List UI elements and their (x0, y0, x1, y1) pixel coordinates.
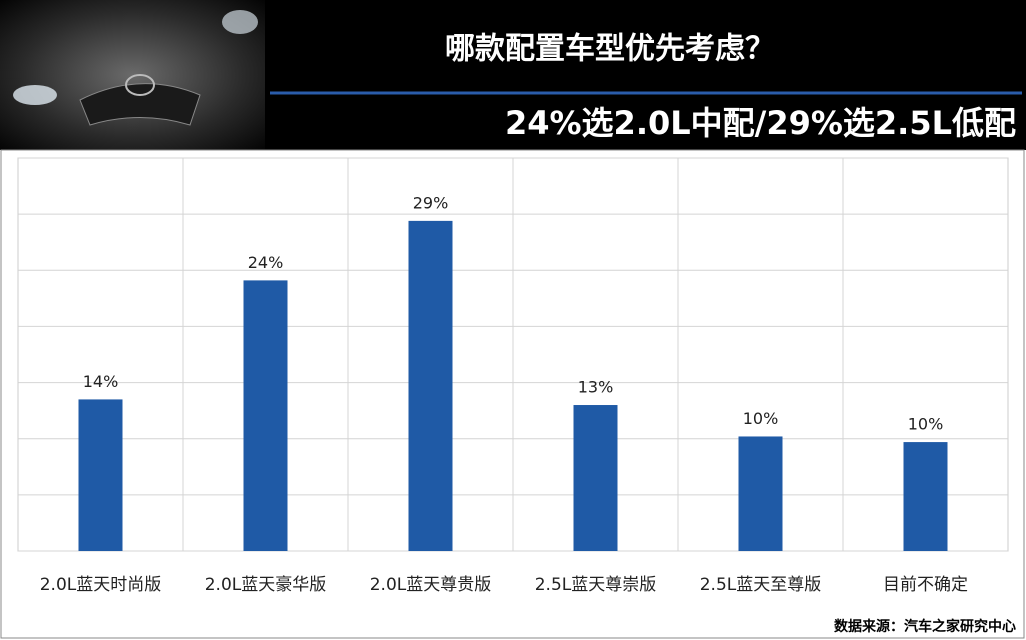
value-label: 10% (743, 409, 779, 428)
value-label: 24% (248, 253, 284, 272)
bar (408, 220, 453, 551)
car-grille (79, 83, 201, 126)
car-headlight (222, 10, 258, 34)
bar (78, 399, 123, 551)
car-image (0, 0, 265, 150)
x-tick-label: 2.0L蓝天尊贵版 (370, 575, 492, 595)
bar (903, 442, 948, 551)
bar (573, 405, 618, 551)
x-tick-label: 2.0L蓝天时尚版 (40, 575, 162, 595)
value-label: 10% (908, 415, 944, 434)
x-tick-label: 2.5L蓝天尊崇版 (535, 575, 657, 595)
car-logo (125, 74, 155, 96)
value-label: 13% (578, 378, 614, 397)
car-headlight (13, 85, 57, 105)
subtitle: 24%选2.0L中配/29%选2.5L低配 (505, 104, 1016, 142)
source: 数据来源：汽车之家研究中心 (834, 618, 1016, 635)
x-tick-label: 2.0L蓝天豪华版 (205, 574, 327, 595)
x-tick-label: 目前不确定 (883, 575, 968, 595)
x-tick-label: 2.5L蓝天至尊版 (700, 575, 822, 595)
frame (0, 149, 1025, 639)
title: 哪款配置车型优先考虑？ (445, 32, 775, 67)
bar (243, 280, 288, 551)
bar (738, 436, 783, 551)
value-label: 14% (83, 372, 119, 391)
value-label: 29% (413, 193, 449, 212)
